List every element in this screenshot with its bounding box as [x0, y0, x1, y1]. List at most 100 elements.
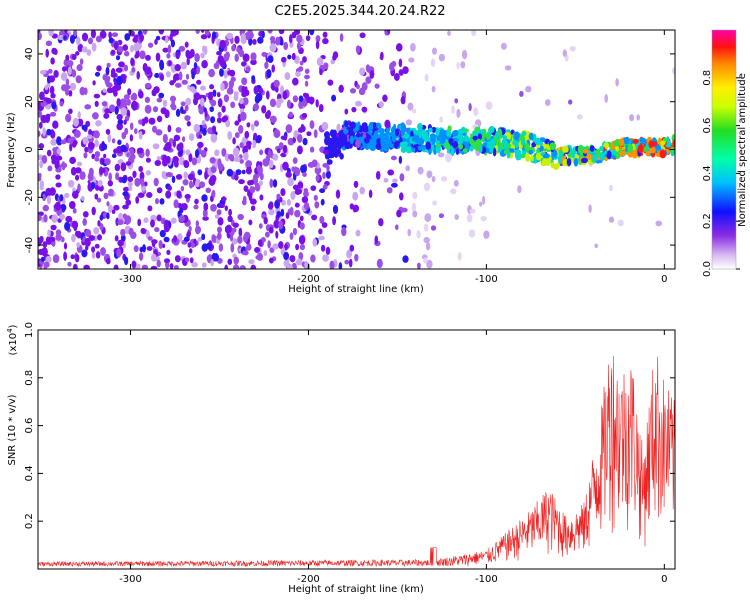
- spectrogram-cell: [163, 236, 170, 243]
- snr-frame: [37, 329, 676, 570]
- spectrogram-cell: [239, 98, 244, 105]
- spectrogram-cell: [156, 259, 161, 268]
- spectrogram-cell: [182, 136, 186, 143]
- spectrogram-cell: [399, 192, 404, 201]
- spectrogram-cell: [430, 225, 437, 231]
- spectrogram-cell: [403, 133, 410, 139]
- spectrogram-cell: [117, 46, 124, 53]
- spectrogram-cell: [294, 167, 301, 177]
- spectrogram-cell: [369, 70, 375, 79]
- spectrogram-cell: [480, 216, 487, 222]
- spectrogram-cell: [195, 220, 199, 227]
- spectrogram-cell: [198, 105, 205, 115]
- spectrogram-cell: [552, 163, 560, 170]
- spectrogram-cell: [90, 30, 96, 39]
- spectrogram-cell: [130, 57, 135, 66]
- spectrogram-cell: [352, 204, 359, 212]
- spectrogram-cell: [252, 139, 256, 149]
- spectrogram-cell: [137, 263, 141, 269]
- spectrogram-cell: [81, 32, 89, 42]
- spectrogram-cell: [296, 258, 303, 266]
- spectrogram-cell: [131, 92, 137, 101]
- colorbar-tick-label: 0.0: [702, 261, 713, 277]
- spectrogram-cell: [153, 86, 160, 94]
- spectrogram-xlabel: Height of straight line (km): [288, 284, 424, 295]
- spectrogram-cell: [378, 218, 384, 227]
- spectrogram-cell: [295, 243, 299, 251]
- spectrogram-cell: [278, 142, 284, 151]
- spectrogram-cell: [283, 259, 290, 268]
- spectrogram-cell: [335, 189, 341, 199]
- spectrogram-cell: [117, 139, 122, 146]
- spectrogram-cell: [305, 35, 311, 41]
- spectrogram-cell: [106, 82, 113, 88]
- spectrogram-cell: [332, 54, 337, 61]
- spectrogram-cell: [136, 71, 140, 80]
- spectrogram-cell: [70, 254, 75, 259]
- spectrogram-cell: [155, 52, 161, 62]
- spectrogram-cell: [120, 107, 127, 116]
- spectrogram-cell: [423, 182, 431, 192]
- spectrogram-cell: [71, 69, 76, 78]
- spectrogram-cell: [50, 138, 57, 146]
- spectrogram-cell: [210, 116, 216, 124]
- spectrogram-cell: [258, 87, 263, 94]
- spectrogram-cell: [83, 264, 90, 269]
- spectrogram-cell: [391, 135, 397, 143]
- spectrogram-cell: [242, 53, 250, 62]
- spectrogram-cell: [51, 101, 57, 110]
- x-tick-label: -300: [119, 574, 142, 585]
- spectrogram-cell: [255, 255, 262, 260]
- spectrogram-cell: [300, 215, 304, 222]
- spectrogram-cell: [400, 96, 406, 105]
- spectrogram-cell: [564, 54, 569, 62]
- spectrogram-cell: [631, 149, 638, 159]
- spectrogram-cell: [256, 135, 262, 144]
- spectrogram-cell: [226, 168, 234, 177]
- spectrogram-cell: [385, 140, 389, 150]
- spectrogram-cell: [184, 194, 191, 199]
- spectrogram-cell: [139, 50, 146, 60]
- spectrogram-cell: [231, 238, 238, 245]
- spectrogram-cell: [189, 248, 193, 254]
- spectrogram-cell: [354, 254, 359, 262]
- spectrogram-cell: [131, 100, 138, 111]
- spectrogram-cell: [116, 248, 122, 258]
- spectrogram-cell: [95, 120, 102, 127]
- spectrogram-cell: [232, 222, 239, 228]
- spectrogram-cell: [459, 138, 463, 146]
- spectrogram-cell: [359, 67, 366, 76]
- spectrogram-cell: [384, 30, 388, 36]
- spectrogram-cell: [657, 145, 662, 151]
- spectrogram-cell: [209, 157, 216, 164]
- spectrogram-cell: [156, 214, 162, 222]
- spectrogram-cell: [528, 149, 533, 155]
- spectrogram-cell: [550, 162, 555, 168]
- spectrogram-cell: [142, 244, 146, 253]
- spectrogram-cell: [65, 113, 72, 123]
- spectrogram-cell: [82, 218, 87, 226]
- spectrogram-cell: [137, 192, 145, 198]
- spectrogram-cell: [311, 214, 317, 221]
- spectrogram-cell: [257, 36, 264, 44]
- spectrogram-cell: [219, 39, 226, 49]
- spectrogram-cell: [88, 235, 96, 241]
- spectrogram-cell: [218, 203, 225, 208]
- spectrogram-cell: [336, 123, 341, 133]
- spectrogram-cell: [118, 61, 125, 68]
- spectrogram-cell: [289, 255, 296, 262]
- spectrogram-cell: [64, 192, 70, 199]
- spectrogram-cell: [365, 76, 372, 84]
- spectrogram-cell: [158, 30, 165, 35]
- spectrogram-cell: [391, 155, 397, 161]
- spectrogram-cell: [223, 53, 229, 62]
- spectrogram-cell: [432, 47, 437, 55]
- spectrogram-cell: [619, 150, 626, 157]
- spectrogram-cell: [309, 98, 314, 105]
- spectrogram-cell: [162, 47, 169, 53]
- spectrogram-cell: [264, 61, 269, 69]
- spectrogram-cell: [643, 146, 648, 152]
- spectrogram-cell: [599, 152, 605, 161]
- spectrogram-cell: [314, 201, 320, 209]
- spectrogram-cell: [130, 122, 134, 130]
